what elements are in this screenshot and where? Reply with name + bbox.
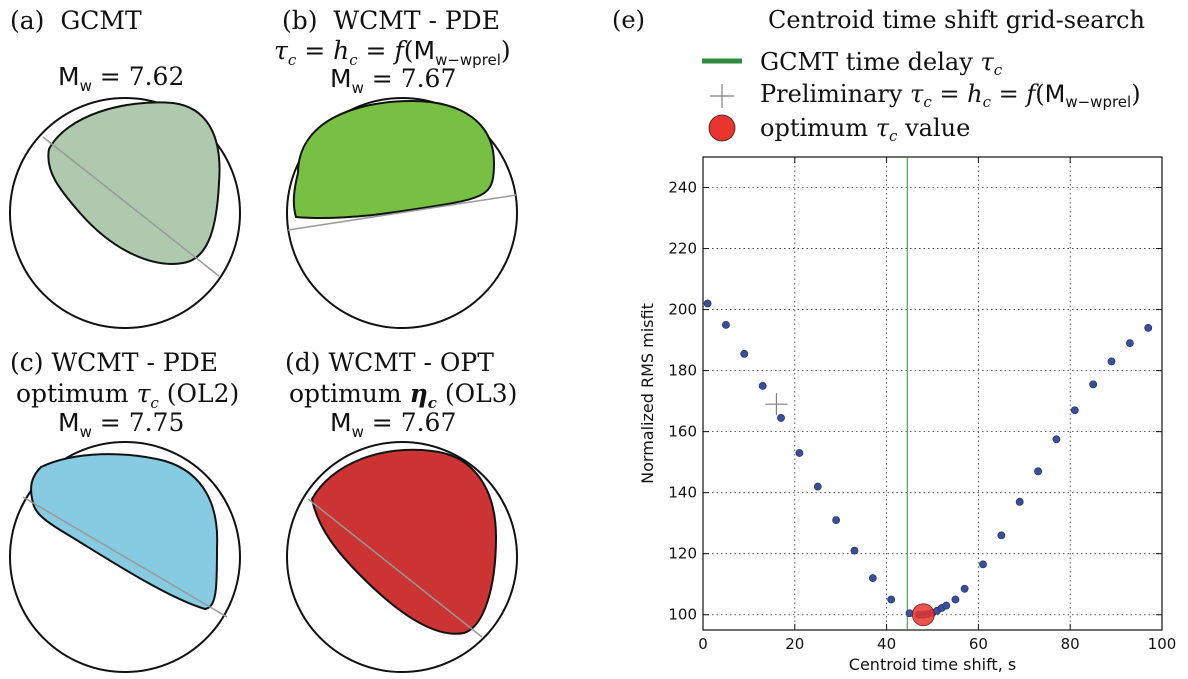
legend-gcmt-label: GCMT time delay bbox=[760, 48, 973, 76]
data-point bbox=[960, 584, 969, 593]
x-tick-label: 0 bbox=[698, 635, 708, 653]
panel-d-name: WCMT - OPT bbox=[328, 348, 494, 377]
panel-a-name: GCMT bbox=[60, 6, 142, 35]
beachball-c-fill bbox=[30, 453, 219, 611]
y-tick-label: 180 bbox=[668, 362, 697, 380]
y-tick-label: 200 bbox=[668, 301, 697, 319]
y-tick-label: 220 bbox=[668, 240, 697, 258]
panel-b-formula: τc = hc = f(Mw−wprel) bbox=[274, 36, 511, 70]
x-tick-label: 100 bbox=[1148, 635, 1177, 653]
legend-prelim-label: Preliminary bbox=[760, 80, 903, 108]
panel-b-mw: 7.67 bbox=[400, 64, 457, 93]
x-tick-label: 20 bbox=[785, 635, 804, 653]
data-point bbox=[868, 574, 877, 583]
beachball-a bbox=[9, 97, 241, 329]
data-point bbox=[758, 381, 767, 390]
legend-optimum-label: optimum bbox=[760, 114, 868, 142]
data-point bbox=[979, 560, 987, 569]
panel-c-mw: 7.75 bbox=[128, 408, 185, 437]
y-tick-label: 120 bbox=[668, 545, 697, 563]
data-point bbox=[703, 299, 712, 308]
data-point bbox=[1107, 357, 1116, 366]
beachball-b-fill bbox=[292, 99, 496, 220]
panel-a-title: (a) GCMT bbox=[10, 8, 142, 34]
beachball-d bbox=[286, 441, 518, 673]
chart-panel-tag: (e) bbox=[612, 6, 645, 34]
panel-d-line2-pre: optimum bbox=[289, 379, 402, 408]
data-point bbox=[813, 482, 822, 491]
panel-b-magnitude: Mw = 7.67 bbox=[330, 64, 457, 98]
x-tick-label: 40 bbox=[877, 635, 896, 653]
panel-d-title: (d) WCMT - OPT bbox=[285, 348, 494, 377]
data-point bbox=[1089, 380, 1098, 389]
plot-area: 0 20 40 60 80 100 100 120 140 160 180 200 220 240 Cent… bbox=[638, 156, 1177, 674]
panel-d-line2: optimum ηc (OL3) bbox=[289, 379, 518, 413]
x-tick-label: 60 bbox=[969, 635, 988, 653]
data-point bbox=[832, 516, 841, 525]
legend-optimum-marker bbox=[708, 114, 736, 142]
beachball-a-fill bbox=[47, 101, 221, 265]
data-point bbox=[942, 601, 951, 610]
chart-title: Centroid time shift grid-search bbox=[768, 6, 1145, 34]
data-point bbox=[1125, 339, 1134, 348]
plot-frame bbox=[702, 156, 1163, 631]
legend-prelim-text: Preliminary τc = hc = f(Mw−wprel) bbox=[760, 80, 1141, 111]
legend-prelim-marker bbox=[710, 84, 734, 108]
centroid-chart: (e) Centroid time shift grid-search GCMT… bbox=[612, 6, 1177, 674]
data-point bbox=[722, 320, 730, 329]
legend-gcmt-text: GCMT time delay τc bbox=[760, 48, 1003, 79]
data-point bbox=[1015, 497, 1024, 506]
panel-b-name: WCMT - PDE bbox=[333, 6, 500, 35]
panel-a-magnitude: Mw = 7.62 bbox=[58, 62, 185, 96]
data-point bbox=[997, 531, 1006, 540]
panel-d-magnitude: Mw = 7.67 bbox=[330, 408, 457, 442]
panel-a-mw: 7.62 bbox=[128, 62, 185, 91]
panel-c-line2: optimum τc (OL2) bbox=[16, 379, 240, 413]
panel-b-title: (b) WCMT - PDE bbox=[282, 6, 500, 35]
data-point bbox=[1052, 435, 1061, 444]
legend-optimum-label-post: value bbox=[904, 114, 970, 142]
panel-c-magnitude: Mw = 7.75 bbox=[58, 408, 185, 442]
y-tick-label: 140 bbox=[668, 484, 697, 502]
data-point bbox=[887, 595, 896, 604]
y-tick-label: 240 bbox=[668, 179, 697, 197]
legend: GCMT time delay τc Preliminary τc = hc =… bbox=[702, 48, 1141, 145]
legend-optimum-text: optimum τc value bbox=[760, 114, 970, 145]
panel-c-line2-pre: optimum bbox=[16, 379, 129, 408]
panel-b-sub: w−wprel bbox=[435, 51, 501, 69]
panel-c-name: WCMT - PDE bbox=[51, 348, 219, 377]
data-point bbox=[777, 414, 785, 422]
data-point bbox=[951, 595, 960, 604]
panel-d-mw: 7.67 bbox=[400, 408, 457, 437]
panel-c-title: (c) WCMT - PDE bbox=[10, 348, 219, 377]
data-point bbox=[850, 546, 859, 555]
data-point bbox=[740, 349, 749, 358]
y-tick-label: 100 bbox=[668, 606, 697, 624]
panel-a-tag: (a) bbox=[10, 6, 45, 35]
beachball-b bbox=[286, 97, 518, 329]
data-point bbox=[795, 449, 804, 457]
beachball-d-fill bbox=[310, 448, 498, 635]
panel-d-line2-post: (OL3) bbox=[444, 379, 518, 408]
y-axis-label: Normalized RMS misfit bbox=[638, 303, 657, 484]
x-tick-label: 80 bbox=[1061, 635, 1080, 653]
beachball-c bbox=[9, 441, 241, 673]
y-tick-label: 160 bbox=[668, 423, 697, 441]
x-axis-label: Centroid time shift, s bbox=[849, 655, 1016, 674]
panel-c-line2-post: (OL2) bbox=[166, 379, 240, 408]
optimum-marker bbox=[911, 603, 935, 627]
data-point bbox=[1034, 467, 1042, 476]
data-point bbox=[1144, 323, 1153, 332]
data-point bbox=[1070, 406, 1079, 415]
